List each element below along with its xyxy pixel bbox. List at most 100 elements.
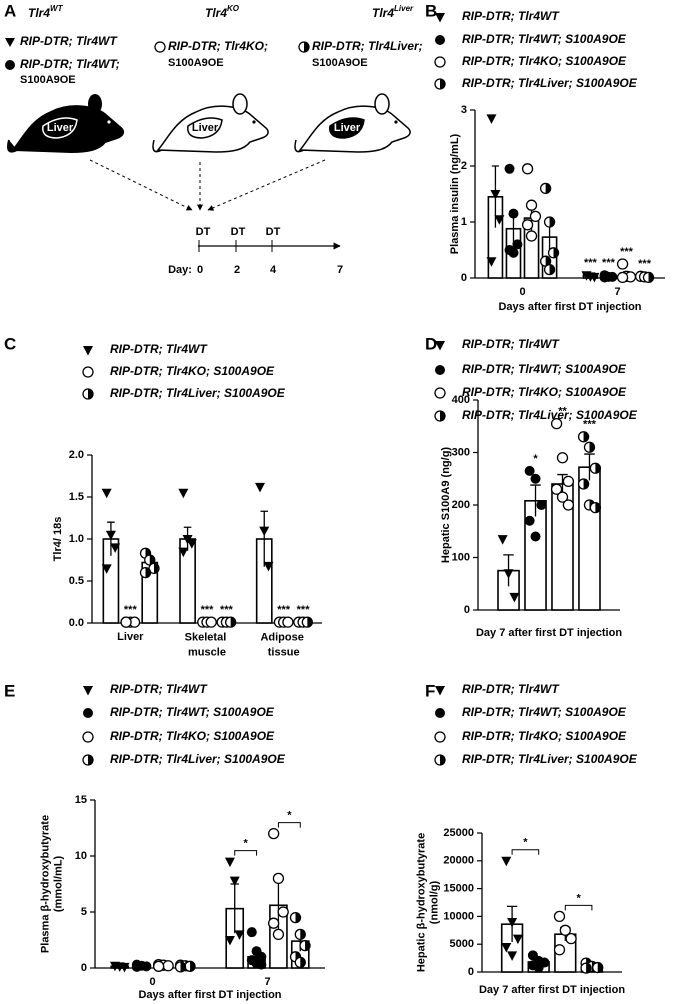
panel-letter: A xyxy=(4,1,16,20)
y-tick-label: 0.0 xyxy=(69,617,84,629)
data-point xyxy=(110,543,121,553)
significance: *** xyxy=(220,604,234,616)
legend-text: RIP-DTR; Tlr4WT xyxy=(462,682,560,696)
x-tick-label: Skeletal muscle xyxy=(185,631,230,658)
title-sup: WT xyxy=(50,4,64,13)
legend-marker xyxy=(434,387,446,399)
legend-text: RIP-DTR; Tlr4WT; S100A9OE xyxy=(110,705,275,719)
legend-text: RIP-DTR; Tlr4Liver; S100A9OE xyxy=(462,408,638,422)
x-axis-label: Days after first DT injection xyxy=(138,989,281,1001)
data-point xyxy=(599,272,610,283)
legend-marker xyxy=(298,41,310,53)
data-point xyxy=(131,961,142,972)
x-axis-label: Days after first DT injection xyxy=(498,301,641,313)
data-point xyxy=(616,258,629,270)
dose-label: DT xyxy=(196,226,211,238)
data-point xyxy=(186,539,197,549)
significance: *** xyxy=(201,604,215,616)
significance-bracket xyxy=(234,850,258,856)
y-tick-label: 1.0 xyxy=(69,533,84,545)
legend-marker xyxy=(82,754,94,766)
error-bar xyxy=(260,510,269,567)
y-tick-label: 20000 xyxy=(443,855,474,867)
data-point xyxy=(577,431,590,443)
arrow xyxy=(89,159,193,211)
error-bar xyxy=(530,484,541,517)
data-point xyxy=(547,247,560,259)
panel-letter: C xyxy=(4,334,16,353)
data-point xyxy=(205,616,217,628)
title-text: Tlr4 xyxy=(372,6,394,20)
data-point xyxy=(577,478,590,490)
y-tick-label: 300 xyxy=(452,446,470,458)
legend-text: RIP-DTR; Tlr4Liver; S100A9OE xyxy=(110,386,286,400)
significance: *** xyxy=(584,257,598,269)
data-point xyxy=(294,928,306,941)
legend-text: RIP-DTR; Tlr4KO; S100A9OE xyxy=(110,364,275,378)
legend-marker xyxy=(82,366,94,378)
data-point xyxy=(550,483,563,495)
legend-text: RIP-DTR; Tlr4KO; S100A9OE xyxy=(462,729,627,743)
title-sup: Liver xyxy=(394,4,414,13)
legend-marker xyxy=(5,60,15,70)
group-title: Tlr4KO xyxy=(205,4,240,20)
y-axis-label: Hepatic β-hydroxybutyrate(nmol/g) xyxy=(415,833,440,972)
significance: * xyxy=(287,810,292,822)
data-point xyxy=(119,962,130,973)
data-point xyxy=(529,210,542,223)
significance: * xyxy=(576,892,581,904)
data-point xyxy=(101,564,112,574)
legend-text: RIP-DTR; Tlr4KO; S100A9OE xyxy=(110,729,275,743)
y-tick-label: 1 xyxy=(461,216,467,228)
title-sup: KO xyxy=(227,4,240,13)
legend-text: RIP-DTR; Tlr4WT; xyxy=(20,57,120,71)
legend-marker xyxy=(435,686,445,696)
data-point xyxy=(589,272,600,283)
x-tick-label: Liver xyxy=(117,631,144,643)
data-point xyxy=(521,163,534,175)
data-point xyxy=(272,872,285,885)
significance-bracket xyxy=(564,904,593,911)
legend-marker xyxy=(83,708,93,718)
data-point xyxy=(256,959,267,970)
significance: *** xyxy=(583,419,597,431)
data-point xyxy=(486,114,497,124)
y-tick-label: 25000 xyxy=(443,827,474,839)
day-number: 2 xyxy=(234,264,240,276)
legend-text: RIP-DTR; Tlr4Liver; xyxy=(312,39,423,53)
organ-label: Liver xyxy=(192,122,219,134)
panel-letter: D xyxy=(425,334,437,353)
significance: *** xyxy=(638,258,652,270)
legend-marker xyxy=(434,56,446,68)
legend-text: RIP-DTR; Tlr4WT xyxy=(110,342,208,356)
data-point xyxy=(556,452,569,464)
data-point xyxy=(525,230,538,242)
data-point xyxy=(268,917,280,929)
data-point xyxy=(184,960,196,972)
y-tick-label: 1.5 xyxy=(69,491,84,503)
y-tick-label: 100 xyxy=(452,551,470,563)
y-tick-label: 2 xyxy=(461,160,467,172)
data-point xyxy=(562,475,575,488)
y-axis-label: Hepatic S100A9 (ng/g) xyxy=(440,447,452,563)
data-point xyxy=(234,930,245,940)
data-point xyxy=(508,247,519,258)
dose-label: DT xyxy=(231,226,246,238)
y-tick-label: 0 xyxy=(468,966,474,978)
y-tick-label: 0 xyxy=(81,962,87,974)
data-point xyxy=(583,441,596,453)
legend-marker xyxy=(82,731,94,743)
data-point xyxy=(543,263,556,276)
legend-marker xyxy=(434,731,446,743)
y-tick-label: 3 xyxy=(461,104,467,116)
legend-text: RIP-DTR; Tlr4WT; S100A9OE xyxy=(462,705,627,719)
day-number: 4 xyxy=(270,264,277,276)
organ-label: Liver xyxy=(334,122,361,134)
x-tick-label: 7 xyxy=(614,286,620,298)
data-point xyxy=(607,271,618,282)
data-point xyxy=(536,500,547,510)
title-text: Tlr4 xyxy=(205,6,227,20)
y-axis-label: Tlr4/ 18s xyxy=(52,517,64,562)
legend-marker xyxy=(83,346,93,356)
